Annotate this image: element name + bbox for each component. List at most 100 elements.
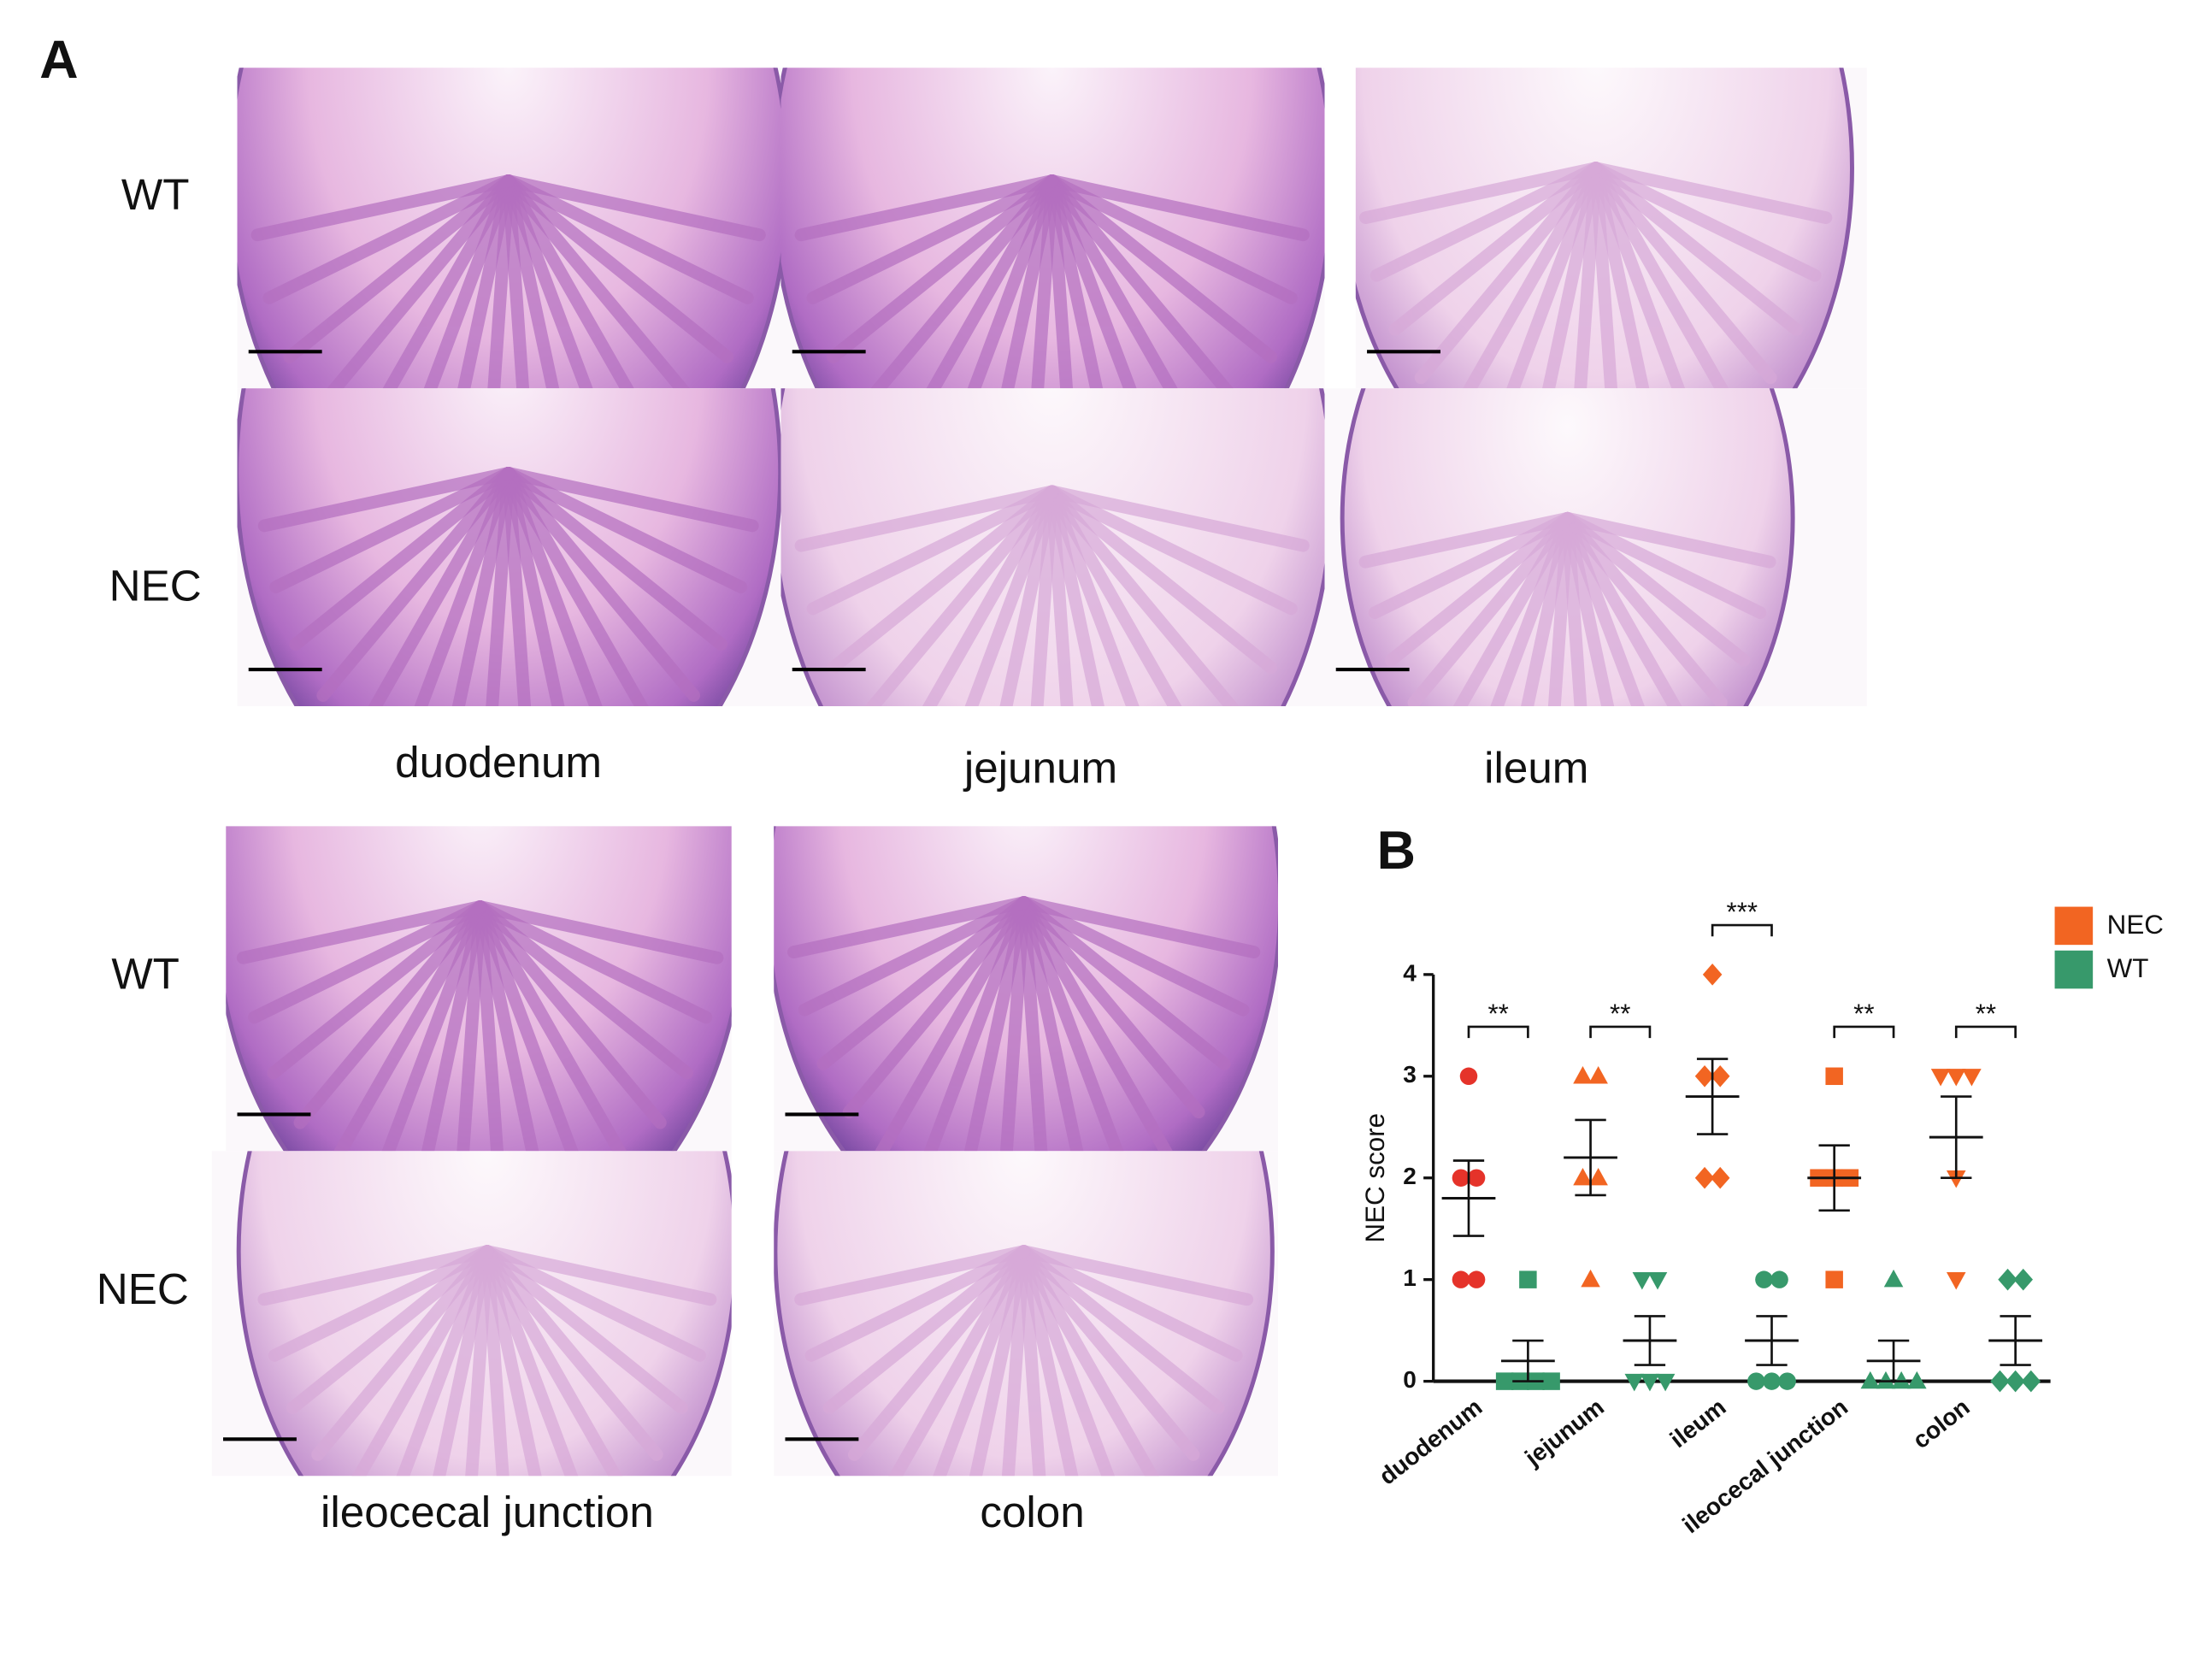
villus [1017,1245,1079,1477]
point [1702,964,1723,986]
villus [474,900,627,1152]
significance-label: ** [1610,999,1630,1029]
point [1998,1268,2017,1291]
point [1930,1069,1951,1087]
y-axis-label: NEC score [1360,1113,1390,1243]
villus [1358,511,1575,569]
villus [816,896,1031,1070]
villus [1561,511,1728,706]
villus [1017,1245,1160,1477]
villus [268,1245,494,1362]
villus [1561,511,1776,569]
villus [1359,162,1603,225]
villus [1017,1245,1046,1477]
row-label: WT [121,170,190,219]
error-bar [2000,1315,2031,1366]
villus [806,174,1059,304]
point [1542,1372,1560,1390]
villus [842,896,1031,1119]
villus [1030,485,1059,706]
villus [351,1245,494,1477]
villus [480,1245,717,1306]
villus [1589,162,1650,389]
villus [1046,485,1104,706]
villus [451,466,515,706]
villus [421,900,487,1152]
villus [474,900,724,964]
villus [1046,485,1240,706]
villus [1414,162,1603,385]
villus [502,466,759,533]
villus [1452,511,1575,706]
villus [1521,511,1575,706]
villus [1017,896,1231,1070]
histology-panels [211,68,1867,1477]
y-tick-label: 2 [1403,1163,1417,1189]
point [1770,1270,1788,1288]
x-tick-label: jejunum [1519,1394,1609,1471]
villus [964,485,1059,706]
villus [502,174,593,389]
error-bar [1756,1315,1788,1366]
villus [257,1245,494,1306]
villus [368,466,515,706]
villus [269,466,515,594]
villus [1031,174,1059,389]
villus [1589,162,1729,389]
point [2013,1268,2033,1291]
histology-image [774,1151,1278,1477]
villus [1046,174,1234,389]
error-bar [1512,1339,1544,1382]
point [1883,1269,1904,1288]
villus [1046,174,1298,304]
villus [798,896,1031,1017]
segment-label: ileum [1484,744,1588,793]
villus [1046,174,1104,389]
tissue [1355,68,1854,389]
point [1573,1167,1593,1186]
tissue [780,68,1325,389]
villus [1017,896,1124,1152]
villus [1046,485,1298,616]
villus [1046,485,1278,675]
villus [457,900,487,1152]
villus [888,1245,1031,1477]
histology-image [237,388,781,706]
point [1573,1066,1593,1084]
villus [316,466,515,702]
legend-swatch [2054,950,2094,989]
villus [923,896,1031,1152]
point [2021,1370,2041,1393]
dot-plot: 0 1 2 3 4 NEC score duodenum ** jejunum ** ileum **… [1360,897,2164,1538]
point [1860,1371,1881,1389]
significance-label: ** [1976,999,1996,1029]
villus [1046,485,1074,706]
y-tick-label: 4 [1403,959,1417,986]
villus [870,174,1059,389]
segment-label: colon [980,1488,1084,1536]
villus [486,466,515,706]
villus [293,900,487,1129]
point [1962,1069,1982,1087]
histology-image [211,1151,732,1477]
point [1647,1271,1668,1290]
y-tick-label: 1 [1403,1264,1417,1291]
villus [1561,511,1615,706]
villus [480,1245,707,1362]
villus [502,174,690,389]
point [1467,1169,1486,1187]
villus [267,900,487,1080]
significance-label: ** [1853,999,1874,1029]
row-label: NEC [109,561,202,610]
villus [827,485,1059,675]
segment-label: duodenum [395,738,602,787]
villus [1506,162,1603,389]
histology-image [1355,68,1867,389]
significance-bracket [1954,1025,2017,1039]
villus [502,174,766,242]
histology-image [226,826,732,1152]
histology-image [780,388,1325,706]
villus [474,900,539,1152]
villus [827,174,1059,363]
villus [327,174,515,389]
